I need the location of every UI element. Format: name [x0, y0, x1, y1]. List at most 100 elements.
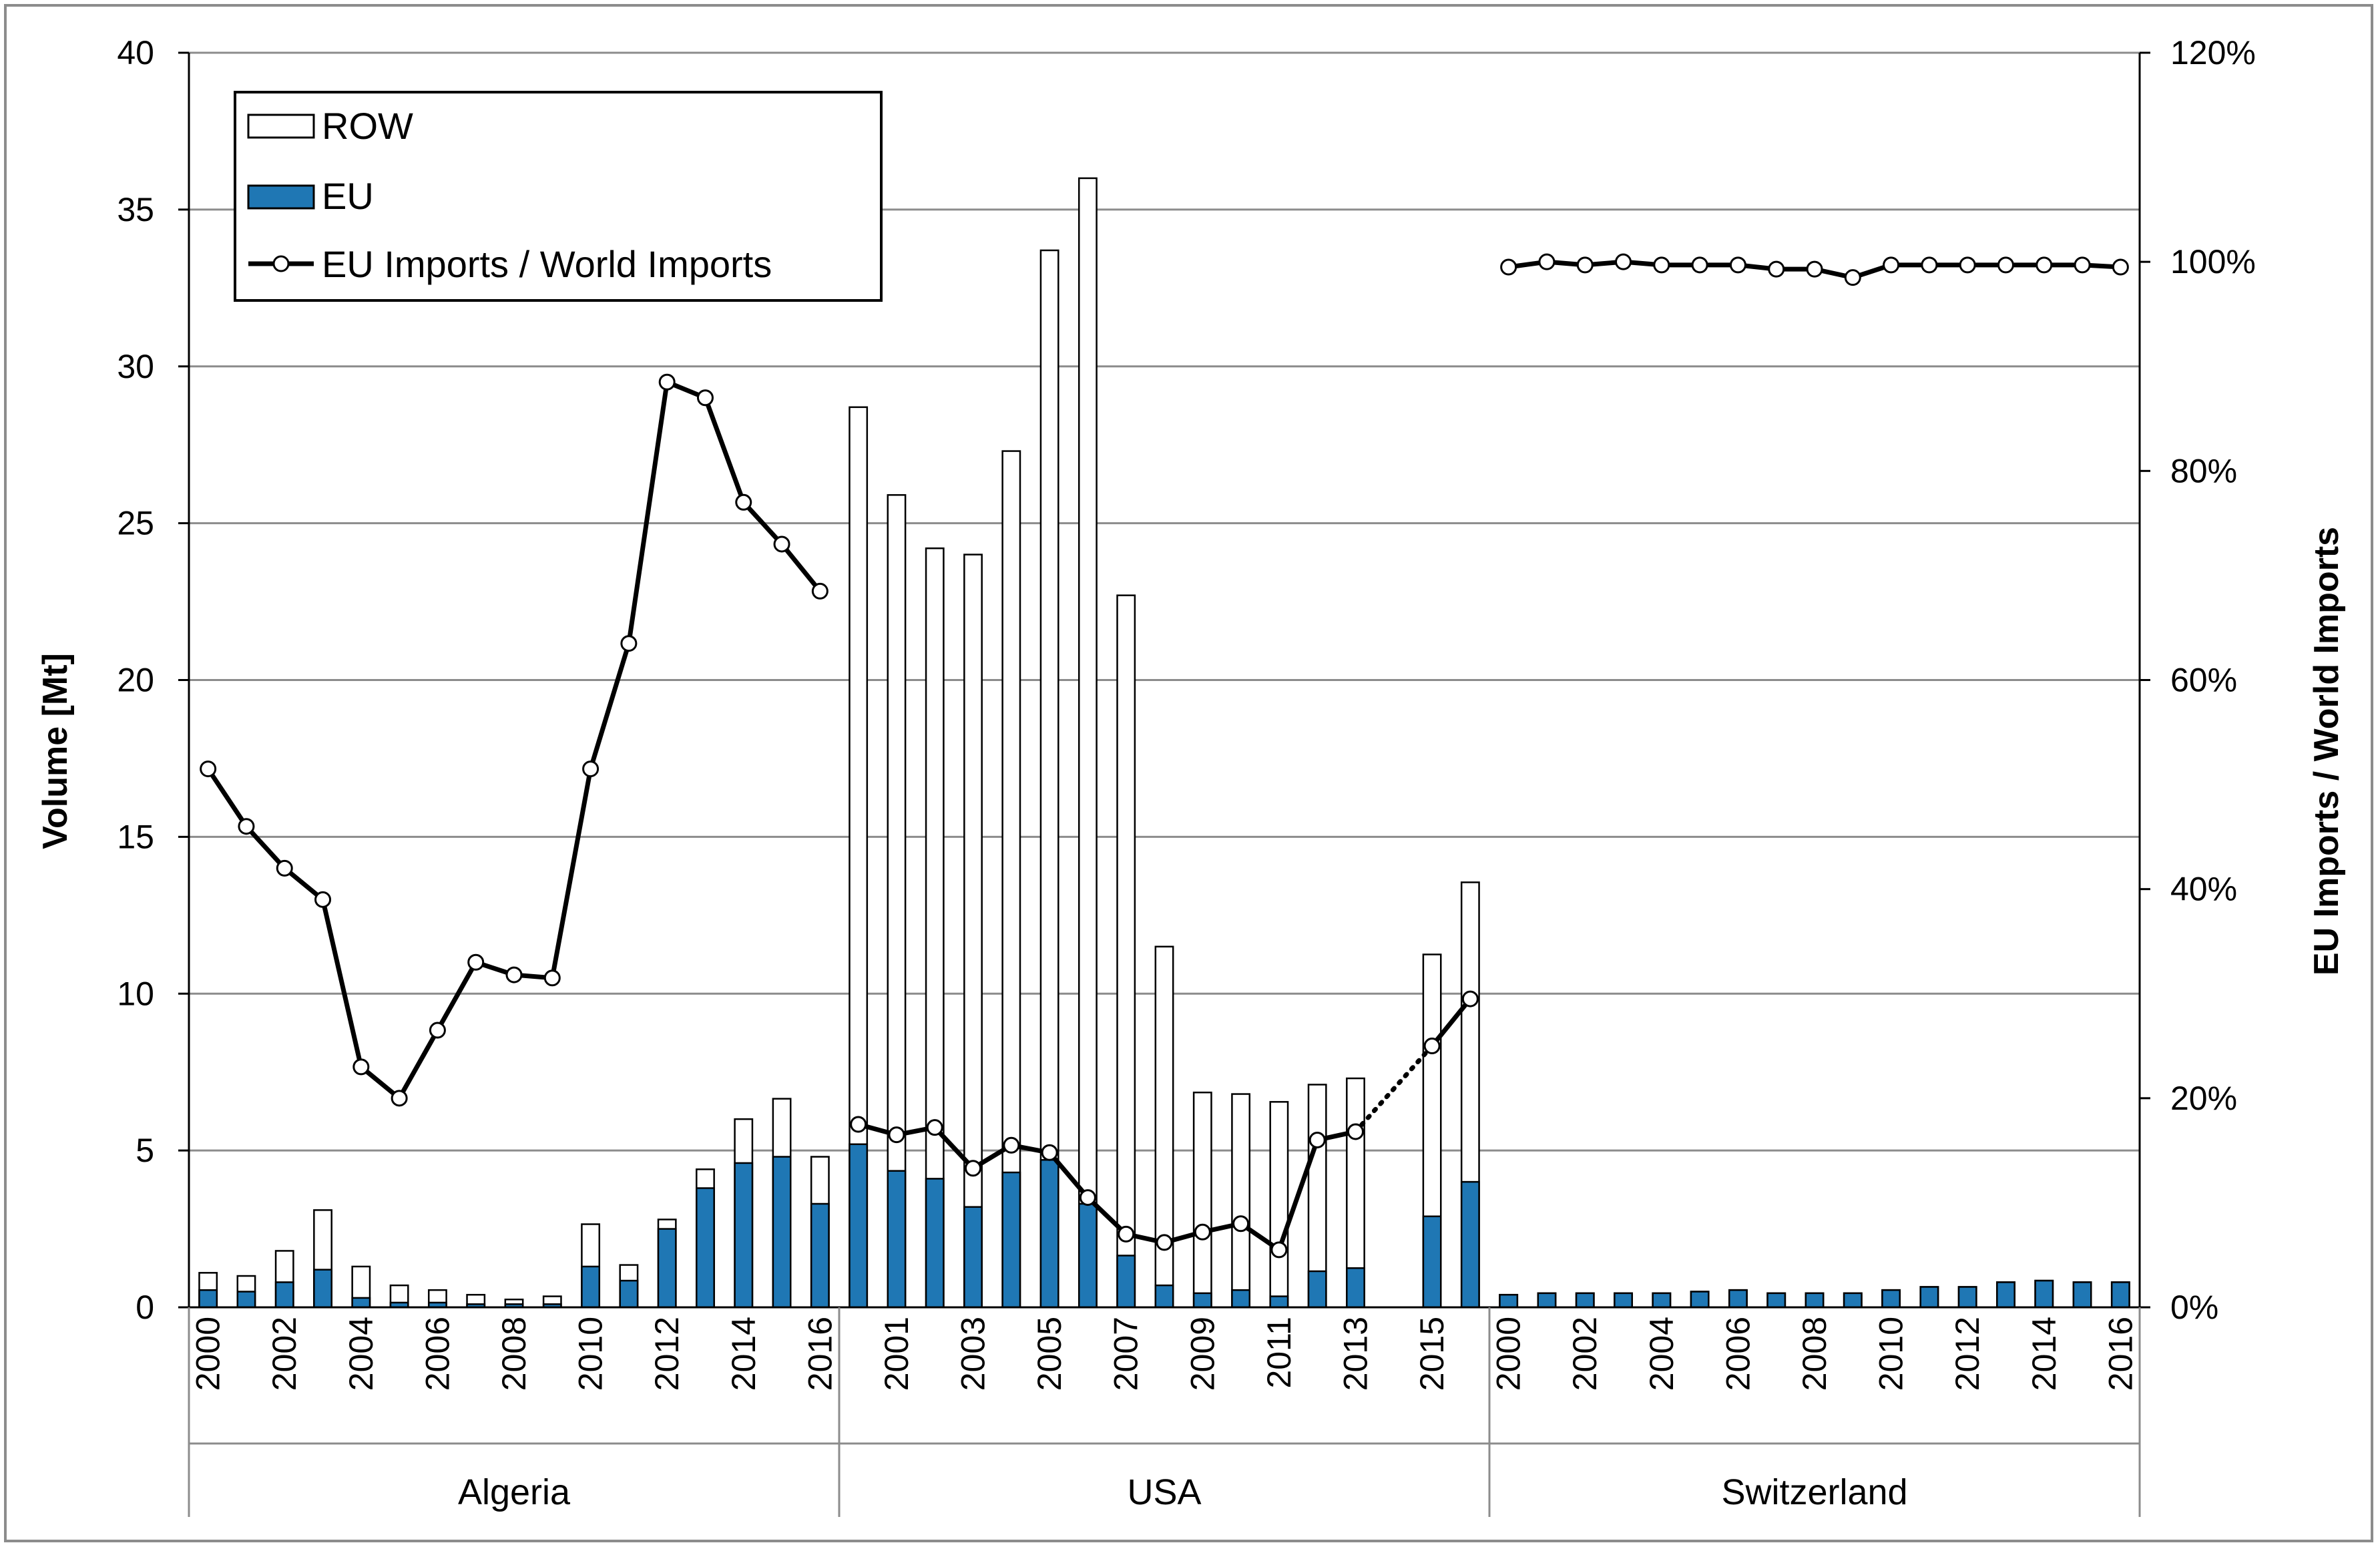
group-label: Switzerland: [1721, 1472, 1907, 1512]
bar-eu: [925, 1178, 945, 1309]
group-label: USA: [1127, 1472, 1201, 1512]
ratio-marker: [1768, 260, 1785, 278]
bar-eu: [1154, 1284, 1174, 1309]
bars: [198, 177, 2130, 1309]
ratio-marker: [1156, 1234, 1173, 1251]
y-left-tick-label: 5: [136, 1132, 154, 1169]
y-right-tick-label: 60%: [2170, 662, 2237, 699]
ratio-marker: [543, 969, 561, 987]
ratio-marker: [620, 635, 638, 652]
x-tick-label: 2013: [1337, 1317, 1374, 1391]
x-tick-label: 2006: [1719, 1317, 1756, 1391]
ratio-lines: [200, 253, 2129, 1259]
bar-row: [1192, 1091, 1212, 1309]
ratio-marker: [1423, 1038, 1441, 1055]
bar-eu: [1346, 1267, 1365, 1309]
ratio-marker: [1921, 256, 1938, 274]
bar-eu: [1537, 1292, 1557, 1309]
x-tick-label: 2012: [1949, 1317, 1986, 1391]
y-left-tick-label: 15: [117, 818, 154, 855]
bar-eu: [2034, 1279, 2054, 1309]
ratio-marker: [276, 859, 293, 877]
ratio-marker: [314, 891, 332, 908]
bar-eu: [1766, 1292, 1787, 1309]
ratio-marker: [1347, 1123, 1364, 1140]
y-left-tick-label: 40: [117, 34, 154, 71]
ratio-marker: [1194, 1223, 1211, 1241]
x-tick-label: 2001: [878, 1317, 915, 1391]
ratio-marker: [1232, 1215, 1250, 1233]
gridlines: [189, 51, 2140, 1152]
ratio-marker: [1576, 256, 1594, 274]
ratio-marker: [926, 1119, 943, 1136]
ratio-marker: [811, 582, 828, 600]
bar-eu: [1575, 1292, 1595, 1309]
ratio-line-segment: [702, 395, 746, 505]
ratio-line-segment: [588, 641, 632, 772]
ratio-marker: [467, 953, 485, 971]
ratio-marker: [1538, 253, 1556, 270]
ratio-marker: [888, 1126, 905, 1144]
ratio-marker: [1308, 1131, 1326, 1148]
bar-row: [1154, 945, 1174, 1309]
bar-row: [1001, 450, 1021, 1309]
ratio-marker: [1691, 256, 1708, 274]
y-axis-left-title: Volume [Mt]: [36, 653, 75, 849]
y-right-tick-label: 20%: [2170, 1080, 2237, 1117]
x-tick-label: 2003: [955, 1317, 992, 1391]
ratio-marker: [1653, 256, 1670, 274]
ratio-line-segment: [435, 959, 479, 1033]
bar-eu: [2110, 1281, 2130, 1309]
bar-eu: [1652, 1292, 1672, 1309]
x-tick-label: 2002: [1566, 1317, 1604, 1391]
legend-swatch-marker: [272, 255, 290, 272]
bar-eu: [1805, 1292, 1825, 1309]
axes: 0 5 10 15 20 25 30 35 40 0% 20% 40% 60% 80% 100% 120% 20…: [117, 34, 2256, 1517]
x-tick-label: 2015: [1413, 1317, 1451, 1391]
bar-eu: [351, 1297, 371, 1309]
bar-eu: [1078, 1202, 1098, 1309]
bar-eu: [1690, 1291, 1710, 1309]
legend-label-row: ROW: [322, 105, 413, 147]
ratio-line-segment: [741, 499, 784, 547]
ratio-marker: [429, 1022, 446, 1039]
bar-eu: [619, 1279, 639, 1309]
bar-eu: [1996, 1281, 2015, 1309]
ratio-marker: [505, 966, 523, 983]
bar-eu: [581, 1265, 601, 1309]
legend-box: [234, 91, 883, 302]
ratio-marker: [1270, 1241, 1288, 1259]
bar-row: [963, 554, 983, 1309]
bar-eu: [1614, 1292, 1633, 1309]
bar-eu: [1039, 1158, 1059, 1309]
y-right-tick-label: 100%: [2170, 243, 2256, 280]
y-right-tick-label: 120%: [2170, 34, 2256, 71]
x-tick-label: 2010: [572, 1317, 610, 1391]
bar-eu: [1231, 1289, 1251, 1309]
bar-eu: [1460, 1180, 1480, 1309]
ratio-marker: [1806, 260, 1823, 278]
ratio-marker: [1118, 1225, 1135, 1243]
group-label: Algeria: [458, 1472, 571, 1512]
bar-eu: [849, 1143, 869, 1309]
bar-eu: [772, 1156, 792, 1309]
bar-eu: [313, 1269, 332, 1309]
ratio-marker: [1883, 256, 1900, 274]
bar-row: [1116, 594, 1136, 1309]
bar-eu: [1728, 1289, 1748, 1309]
ratio-line-segment: [1429, 996, 1473, 1049]
bar-eu: [1192, 1292, 1212, 1309]
bar-row: [1269, 1101, 1289, 1309]
legend: ROW EU EU Imports / World Imports: [234, 91, 883, 302]
bar-row: [1307, 1084, 1327, 1309]
bar-eu: [274, 1281, 294, 1309]
x-tick-label: 2000: [190, 1317, 227, 1391]
x-tick-label: 2005: [1031, 1317, 1068, 1391]
x-tick-label: 2008: [1796, 1317, 1833, 1391]
ratio-marker: [1079, 1189, 1096, 1206]
legend-label-ratio: EU Imports / World Imports: [322, 243, 772, 285]
ratio-line-segment: [206, 766, 249, 829]
legend-label-eu: EU: [322, 175, 374, 217]
legend-swatch-row: [247, 114, 315, 139]
